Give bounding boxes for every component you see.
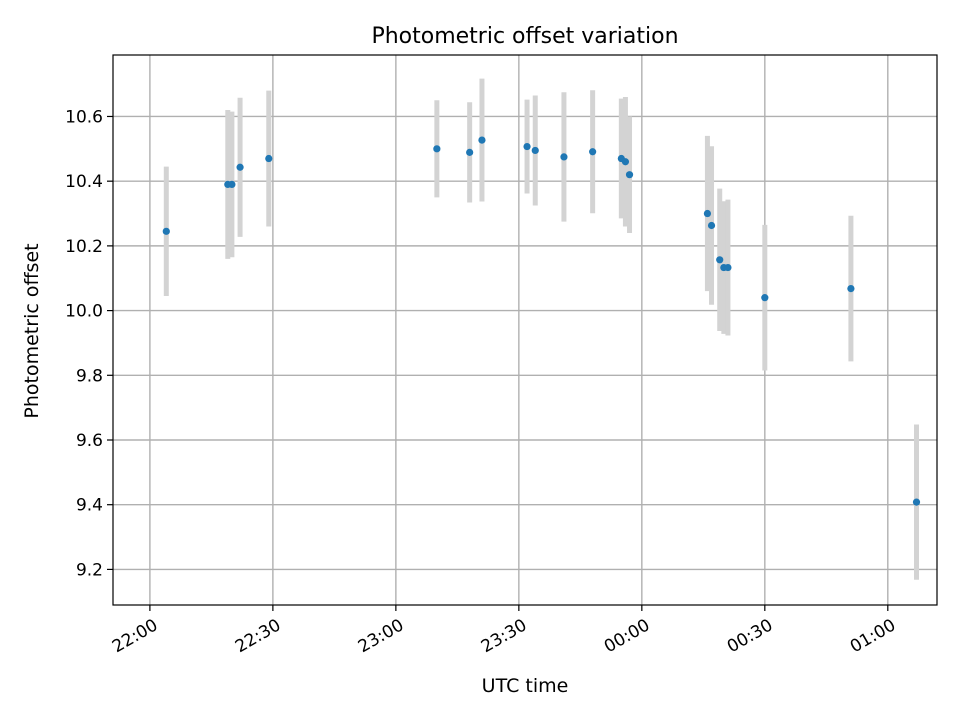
data-point — [724, 263, 732, 272]
y-tick-label: 10.4 — [65, 172, 103, 192]
y-tick-label: 10.6 — [65, 107, 103, 127]
data-point — [162, 227, 170, 235]
data-point — [707, 221, 716, 230]
y-axis-label: Photometric offset — [21, 243, 43, 418]
x-tick-label: 00:30 — [724, 615, 776, 657]
x-tick-label: 00:00 — [601, 615, 653, 657]
chart-title: Photometric offset variation — [371, 24, 678, 49]
data-point — [703, 209, 712, 218]
y-axis-ticks: 9.2 9.4 9.6 9.8 10.0 10.2 10.4 10.6 — [65, 107, 113, 580]
data-point — [625, 171, 634, 179]
data-point — [912, 498, 921, 506]
data-point — [466, 148, 474, 156]
data-point — [531, 146, 539, 155]
x-tick-label: 22:30 — [232, 615, 284, 657]
y-tick-label: 9.8 — [76, 366, 103, 386]
data-point — [228, 180, 236, 189]
data-point — [847, 284, 855, 293]
y-tick-label: 9.6 — [76, 431, 103, 451]
x-axis-label: UTC time — [482, 675, 569, 697]
data-point — [621, 158, 630, 166]
y-tick-label: 10.0 — [65, 302, 103, 322]
x-axis-ticks: 22:00 22:30 23:00 23:30 00:00 00:30 01:00 — [109, 605, 899, 657]
data-point — [589, 148, 597, 156]
x-tick-label: 23:00 — [355, 615, 407, 657]
data-point — [523, 142, 531, 151]
y-tick-label: 9.4 — [76, 496, 103, 516]
data-point — [560, 153, 568, 161]
data-point — [478, 136, 486, 144]
x-tick-label: 22:00 — [109, 615, 161, 657]
y-tick-label: 9.2 — [76, 560, 103, 580]
data-point — [433, 145, 441, 153]
y-tick-label: 10.2 — [65, 237, 103, 257]
data-point — [265, 154, 273, 163]
plot-frame — [112, 54, 938, 606]
data-points — [162, 136, 921, 506]
x-tick-label: 01:00 — [847, 615, 899, 657]
data-point — [761, 294, 769, 302]
data-point — [236, 163, 244, 171]
x-tick-label: 23:30 — [478, 615, 530, 657]
data-point — [716, 256, 724, 264]
